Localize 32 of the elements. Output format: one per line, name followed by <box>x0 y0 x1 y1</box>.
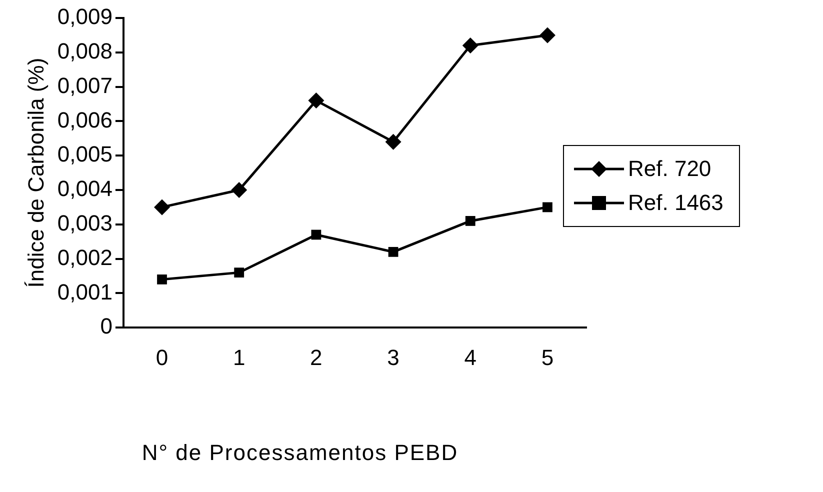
x-axis-title: N° de Processamentos PEBD <box>140 440 460 466</box>
x-tick-label: 1 <box>232 344 246 370</box>
x-tick-label: 0 <box>156 344 168 370</box>
y-tick-label: 0,007 <box>57 72 112 98</box>
y-tick-label: 0,008 <box>57 38 112 64</box>
y-tick-label: 0 <box>100 314 112 339</box>
legend-label: Ref. 720 <box>628 156 712 182</box>
point <box>388 246 398 257</box>
point <box>308 92 324 109</box>
point <box>231 182 248 198</box>
x-tick-label: 2 <box>310 344 322 370</box>
point <box>157 274 167 284</box>
y-tick-label: 0,003 <box>57 210 112 236</box>
y-tick-label: 0,002 <box>57 244 112 270</box>
point <box>462 38 478 54</box>
x-tick-label: 5 <box>541 344 554 370</box>
x-tick-label: 4 <box>464 344 476 370</box>
point <box>154 199 170 216</box>
y-tick-label: 0,006 <box>57 107 112 132</box>
y-axis-title: Índice de Carbonila (%) <box>23 58 48 288</box>
point <box>234 268 244 278</box>
point <box>465 216 476 226</box>
point <box>311 230 322 240</box>
y-tick-label: 0,001 <box>57 279 112 304</box>
y-tick-label: 0,004 <box>57 176 112 202</box>
point <box>542 202 552 212</box>
legend-label: Ref. 1463 <box>628 190 724 216</box>
point <box>539 27 556 44</box>
y-tick-label: 0,005 <box>57 142 112 167</box>
x-tick-label: 3 <box>387 344 400 370</box>
y-tick-label: 0,009 <box>57 4 112 30</box>
point <box>385 134 402 150</box>
